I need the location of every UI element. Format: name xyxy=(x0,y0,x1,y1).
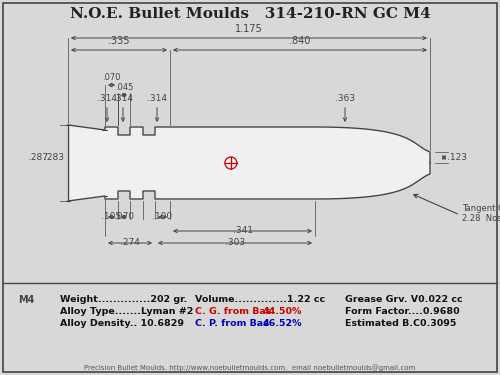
Text: 1.175: 1.175 xyxy=(235,24,263,34)
Text: .314: .314 xyxy=(113,94,133,103)
Text: .287: .287 xyxy=(28,153,48,162)
Text: .303: .303 xyxy=(225,238,245,247)
Text: Estimated B.C0.3095: Estimated B.C0.3095 xyxy=(345,319,457,328)
Text: N.O.E. Bullet Moulds   314-210-RN GC M4: N.O.E. Bullet Moulds 314-210-RN GC M4 xyxy=(70,7,430,21)
Text: 44.50%: 44.50% xyxy=(263,307,302,316)
Text: Grease Grv. V0.022 cc: Grease Grv. V0.022 cc xyxy=(345,295,463,304)
Text: 46.52%: 46.52% xyxy=(263,319,302,328)
Text: .283: .283 xyxy=(44,153,64,162)
Text: .274: .274 xyxy=(120,238,140,247)
Text: .105: .105 xyxy=(102,212,121,221)
Text: Alloy Type.......Lyman #2: Alloy Type.......Lyman #2 xyxy=(60,307,194,316)
Text: .100: .100 xyxy=(152,212,172,221)
Text: Precision Bullet Moulds. http://www.noebulletmoulds.com.  email noebulletmoulds@: Precision Bullet Moulds. http://www.noeb… xyxy=(84,364,415,371)
Text: 2.28  Nose Diameters: 2.28 Nose Diameters xyxy=(462,214,500,223)
Text: .341: .341 xyxy=(232,226,252,235)
Text: .335: .335 xyxy=(108,36,130,46)
Text: .045: .045 xyxy=(115,83,133,92)
Text: Weight..............202 gr.: Weight..............202 gr. xyxy=(60,295,187,304)
Text: C. G. from Bas: C. G. from Bas xyxy=(195,307,272,316)
Text: .070: .070 xyxy=(114,212,134,221)
Text: Alloy Density.. 10.6829: Alloy Density.. 10.6829 xyxy=(60,319,184,328)
Text: .123: .123 xyxy=(447,153,467,162)
Text: .070: .070 xyxy=(102,73,121,82)
Text: .314: .314 xyxy=(97,94,117,103)
Text: M4: M4 xyxy=(18,295,34,305)
Text: C. P. from Bas: C. P. from Bas xyxy=(195,319,269,328)
Text: .314: .314 xyxy=(147,94,167,103)
Text: Form Factor....0.9680: Form Factor....0.9680 xyxy=(345,307,460,316)
Text: .363: .363 xyxy=(335,94,355,103)
Text: Tangent Ogive Radius: Tangent Ogive Radius xyxy=(462,204,500,213)
Text: Volume..............1.22 cc: Volume..............1.22 cc xyxy=(195,295,325,304)
Polygon shape xyxy=(68,125,430,201)
Text: .840: .840 xyxy=(290,36,310,46)
